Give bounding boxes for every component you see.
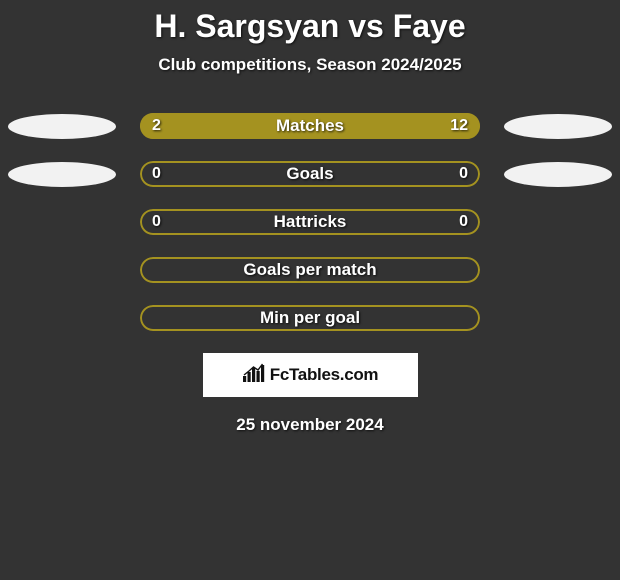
page-title: H. Sargsyan vs Faye [154, 8, 465, 45]
stat-label: Goals [140, 161, 480, 187]
spacer [504, 210, 612, 235]
stat-row: 00Goals [0, 161, 620, 187]
stat-bar: 00Goals [140, 161, 480, 187]
stat-label: Goals per match [140, 257, 480, 283]
stat-bar: Goals per match [140, 257, 480, 283]
stat-row: 212Matches [0, 113, 620, 139]
stat-label: Matches [140, 113, 480, 139]
stat-label: Hattricks [140, 209, 480, 235]
chart-icon [242, 362, 266, 389]
player2-icon [504, 114, 612, 139]
spacer [504, 258, 612, 283]
stat-bar: 212Matches [140, 113, 480, 139]
stats-container: 212Matches 00Goals 00Hattricks Goals per ma… [0, 113, 620, 331]
spacer [504, 306, 612, 331]
spacer [8, 210, 116, 235]
brand-text: FcTables.com [270, 365, 379, 385]
brand-badge[interactable]: FcTables.com [203, 353, 418, 397]
stat-row: Min per goal [0, 305, 620, 331]
stat-bar: Min per goal [140, 305, 480, 331]
player1-icon [8, 162, 116, 187]
spacer [8, 258, 116, 283]
player2-icon [504, 162, 612, 187]
spacer [8, 306, 116, 331]
subtitle: Club competitions, Season 2024/2025 [158, 55, 461, 75]
date-text: 25 november 2024 [236, 415, 383, 435]
stat-label: Min per goal [140, 305, 480, 331]
stat-row: Goals per match [0, 257, 620, 283]
stat-row: 00Hattricks [0, 209, 620, 235]
player1-icon [8, 114, 116, 139]
stat-bar: 00Hattricks [140, 209, 480, 235]
